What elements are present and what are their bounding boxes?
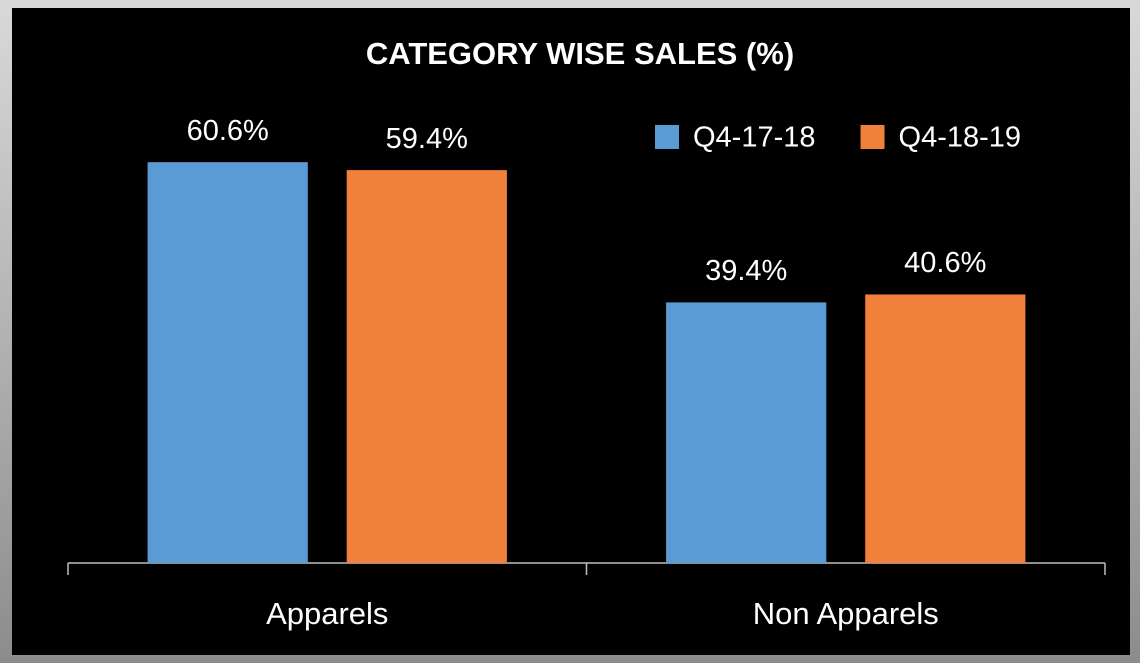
value-label: 39.4% <box>705 255 787 287</box>
chart-title: CATEGORY WISE SALES (%) <box>366 36 794 71</box>
bar <box>865 294 1026 563</box>
legend-swatch <box>655 125 679 149</box>
bar <box>666 302 827 563</box>
legend-swatch <box>860 125 885 149</box>
x-tick-label: Apparels <box>266 596 388 631</box>
value-label: 40.6% <box>904 247 986 279</box>
bar <box>147 162 308 563</box>
bar <box>346 170 507 563</box>
value-label: 60.6% <box>187 115 269 147</box>
legend-label: Q4-18-19 <box>899 122 1022 154</box>
legend-label: Q4-17-18 <box>693 122 816 154</box>
value-label: 59.4% <box>386 123 468 155</box>
x-tick-label: Non Apparels <box>753 596 939 631</box>
